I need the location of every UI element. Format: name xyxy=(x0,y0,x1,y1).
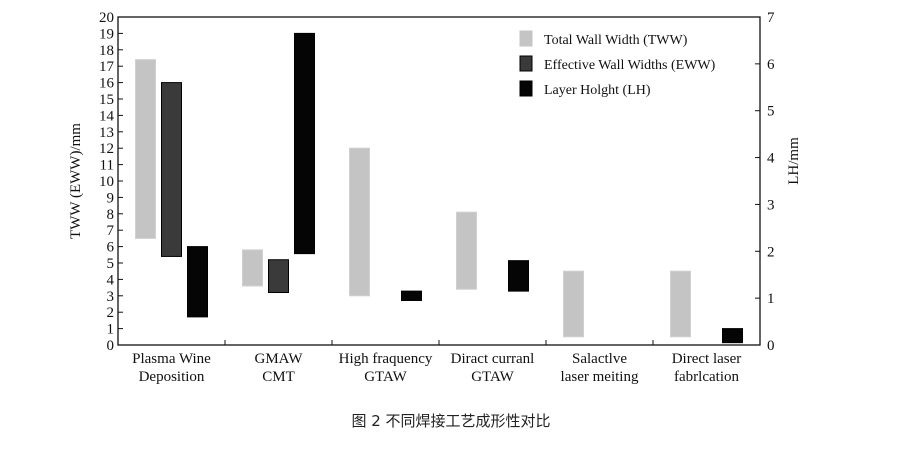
range-bar xyxy=(508,260,529,292)
y-left-tick-label: 20 xyxy=(99,10,114,26)
y-right-tick-label: 6 xyxy=(767,57,775,73)
range-bar xyxy=(401,290,422,301)
range-bar xyxy=(187,246,208,318)
chart-svg: 0123456789101112131415161718192001234567… xyxy=(68,10,802,385)
x-tick-label: High fraquency xyxy=(339,351,433,367)
y-left-tick-label: 17 xyxy=(99,59,115,75)
legend-swatch xyxy=(519,80,533,97)
y-right-tick-label: 3 xyxy=(767,197,775,213)
y-left-tick-label: 13 xyxy=(99,125,114,141)
x-tick-label: CMT xyxy=(262,369,295,385)
y-right-tick-label: 0 xyxy=(767,338,775,354)
y-right-tick-label: 1 xyxy=(767,291,775,307)
y-left-tick-label: 12 xyxy=(99,141,114,157)
x-tick-label: GTAW xyxy=(364,369,407,385)
y-left-tick-label: 1 xyxy=(107,322,115,338)
x-tick-label: Deposition xyxy=(139,369,205,385)
y-right-tick-label: 7 xyxy=(767,10,775,26)
y-left-tick-label: 19 xyxy=(99,26,114,42)
x-tick-label: Plasma Wine xyxy=(132,351,211,367)
y-left-tick-label: 2 xyxy=(107,305,115,321)
y-right-tick-label: 4 xyxy=(767,151,775,167)
range-bar xyxy=(135,59,156,239)
legend-swatch xyxy=(519,55,533,72)
y-left-tick-label: 18 xyxy=(99,43,114,59)
x-tick-label: Salactlve xyxy=(572,351,627,367)
range-bar xyxy=(670,270,691,338)
range-bar xyxy=(294,32,315,255)
y-left-tick-label: 5 xyxy=(107,256,115,272)
y-left-tick-label: 6 xyxy=(107,240,115,256)
y-left-tick-label: 9 xyxy=(107,190,115,206)
y-left-tick-label: 7 xyxy=(107,223,115,239)
legend-swatch xyxy=(519,30,533,47)
range-bar xyxy=(722,328,743,344)
range-bar xyxy=(456,211,477,290)
x-tick-label: fabrlcation xyxy=(674,369,739,385)
y-left-tick-label: 8 xyxy=(107,207,115,223)
range-bar xyxy=(268,259,289,294)
x-tick-label: Diract curranl xyxy=(451,351,535,367)
y-left-tick-label: 14 xyxy=(99,108,115,124)
y-left-tick-label: 15 xyxy=(99,92,114,108)
legend-label: Layer Holght (LH) xyxy=(544,83,651,98)
range-bar xyxy=(349,147,370,297)
x-tick-label: laser meiting xyxy=(561,369,639,385)
legend: Total Wall Width (TWW) Effective Wall Wid… xyxy=(519,30,716,98)
y-left-tick-label: 0 xyxy=(107,338,115,354)
x-tick-label: Direct laser xyxy=(672,351,742,367)
range-bar xyxy=(161,82,182,257)
y-left-tick-label: 4 xyxy=(107,272,115,288)
range-bar xyxy=(242,249,263,287)
y-left-axis-label: TWW (EWW)/mm xyxy=(68,123,84,239)
y-left-tick-label: 3 xyxy=(107,289,115,305)
y-left-tick-label: 11 xyxy=(100,158,114,174)
y-right-tick-label: 2 xyxy=(767,244,775,260)
x-tick-label: GTAW xyxy=(471,369,514,385)
figure-caption: 图 2 不同焊接工艺成形性对比 xyxy=(351,412,551,430)
y-right-tick-label: 5 xyxy=(767,104,775,120)
y-left-tick-label: 10 xyxy=(99,174,114,190)
x-tick-label: GMAW xyxy=(255,351,304,367)
y-left-tick-label: 16 xyxy=(99,76,115,92)
range-bar xyxy=(563,270,584,338)
legend-label: Total Wall Width (TWW) xyxy=(544,33,688,48)
y-right-axis-label: LH/mm xyxy=(786,137,802,185)
legend-label: Effective Wall Widths (EWW) xyxy=(544,58,716,73)
